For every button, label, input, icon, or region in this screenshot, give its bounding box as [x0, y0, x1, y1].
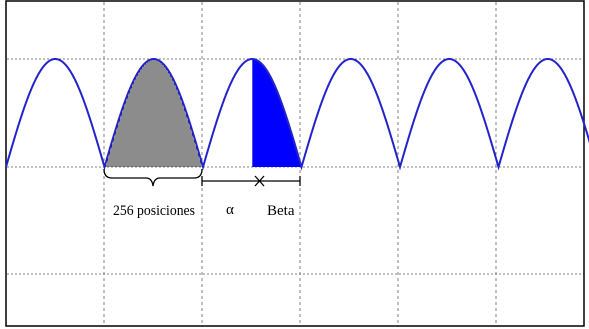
- rectified-sine-wave: [5, 58, 589, 171]
- positions-label: 256 posiciones: [113, 203, 195, 219]
- beta-label: Beta: [267, 203, 295, 219]
- positions-brace: [103, 168, 203, 187]
- alpha-label: α: [226, 202, 234, 218]
- beta-filled-region: [252, 59, 302, 167]
- hatched-region-256-positions: [105, 59, 203, 167]
- alpha-interval-marker: [201, 176, 301, 186]
- beta-start-cross-marker: [254, 175, 265, 187]
